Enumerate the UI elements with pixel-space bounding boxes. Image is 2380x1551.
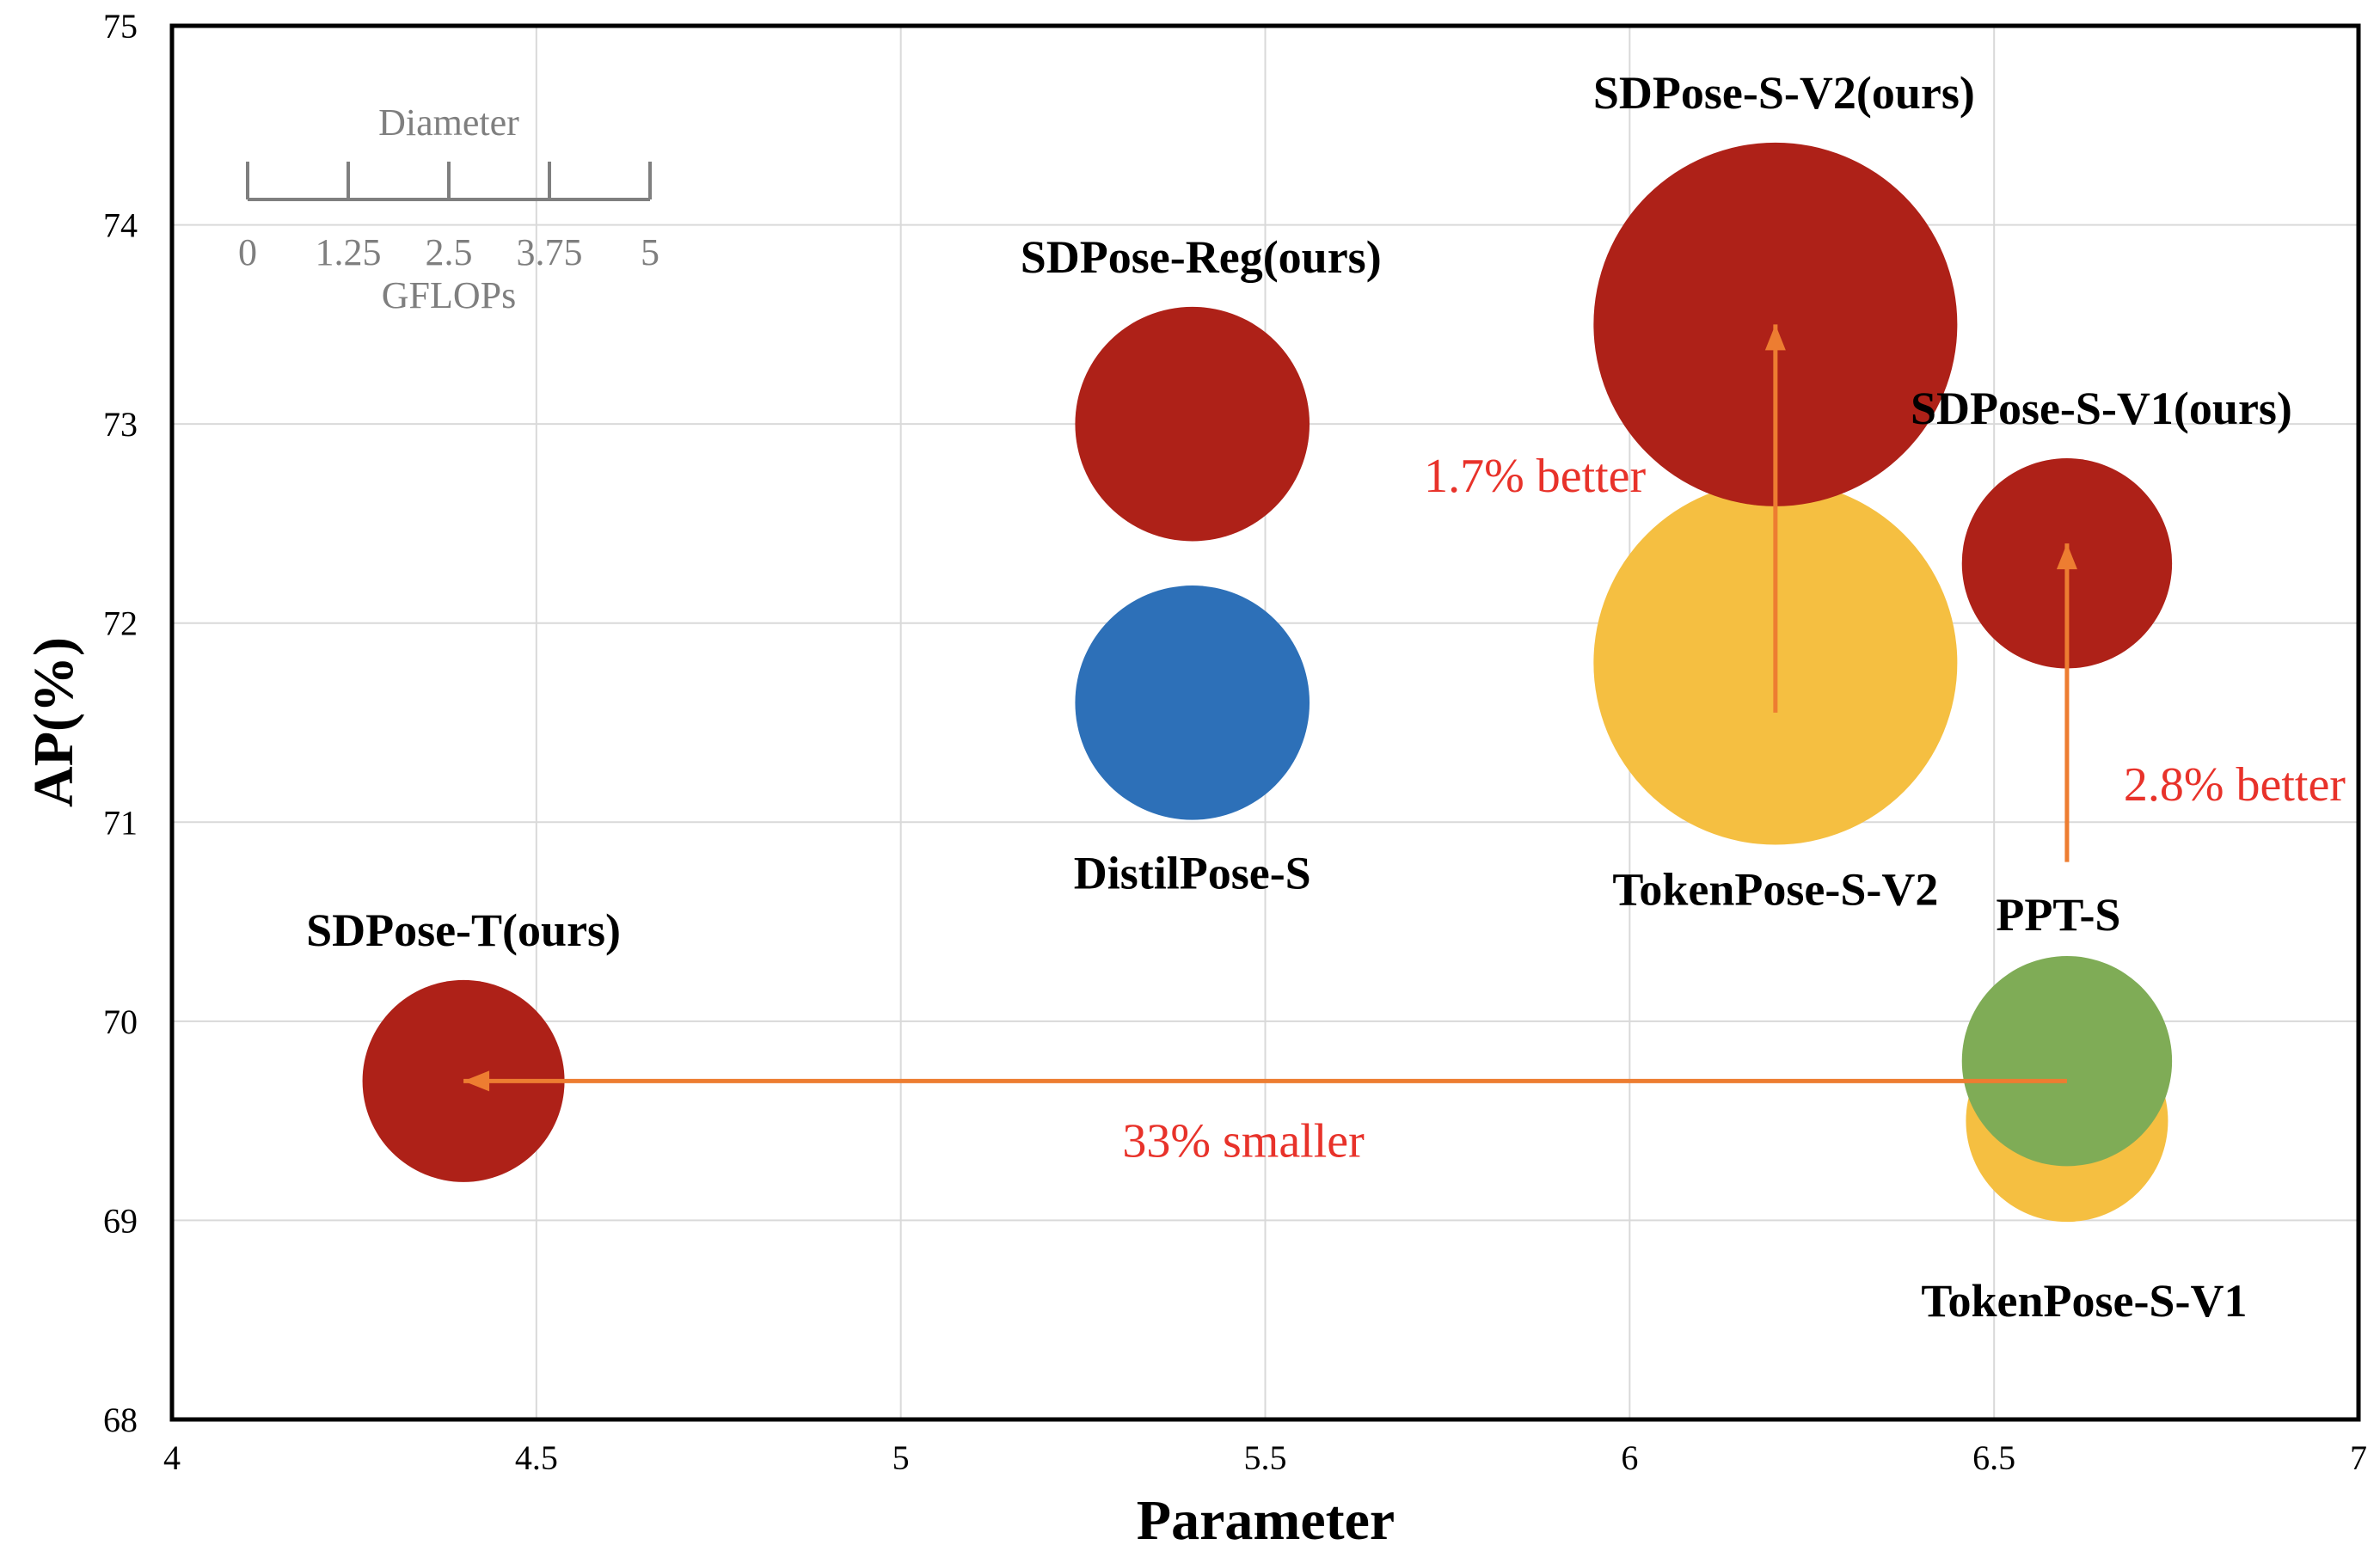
- legend-title: Diameter: [378, 101, 519, 144]
- annotation-arrowhead-1: [2056, 543, 2077, 570]
- annotation-arrows: 1.7% better 2.8% better 33% smaller: [463, 324, 2346, 1168]
- y-tick-label-1: 69: [103, 1201, 138, 1240]
- tick-labels: 4 4.5 5 5.5 6 6.5 7 68 69 70 71 72 73 74 75: [103, 7, 2367, 1477]
- x-tick-label-4: 6: [1621, 1438, 1638, 1477]
- y-tick-label-2: 70: [103, 1002, 138, 1041]
- x-tick-label-3: 5.5: [1244, 1438, 1287, 1477]
- x-tick-label-0: 4: [163, 1438, 181, 1477]
- x-tick-label-5: 6.5: [1972, 1438, 2015, 1477]
- size-legend: Diameter 0 1.25 2.5 3.75 5 GFLOPs: [238, 101, 659, 316]
- label-distilpose-s: DistilPose-S: [1074, 848, 1311, 899]
- legend-tick-label-2: 2.5: [426, 231, 473, 273]
- x-tick-label-1: 4.5: [515, 1438, 558, 1477]
- y-tick-label-4: 72: [103, 604, 138, 643]
- label-tokenpose-s-v2: TokenPose-S-V2: [1612, 864, 1938, 916]
- annotation-arrowhead-0: [1764, 324, 1786, 351]
- x-axis-title: Parameter: [1137, 1489, 1395, 1551]
- annotation-text-2: 33% smaller: [1122, 1114, 1365, 1168]
- annotation-text-1: 2.8% better: [2124, 758, 2346, 812]
- y-tick-label-0: 68: [103, 1401, 138, 1439]
- label-sdpose-s-v2-ours: SDPose-S-V2(ours): [1593, 67, 1975, 119]
- bubble-labels: TokenPose-S-V2 SDPose-S-V2(ours) TokenPose…: [306, 67, 2292, 1327]
- annotation-arrowhead-2: [463, 1070, 490, 1092]
- x-tick-label-6: 7: [2350, 1438, 2367, 1477]
- legend-tick-label-4: 5: [641, 231, 659, 273]
- label-tokenpose-s-v1: TokenPose-S-V1: [1921, 1275, 2247, 1327]
- legend-caption: GFLOPs: [382, 274, 517, 316]
- y-tick-label-5: 73: [103, 405, 138, 444]
- bubble-sdpose-reg-ours: [1075, 306, 1310, 542]
- y-tick-label-7: 75: [103, 7, 138, 46]
- label-sdpose-reg-ours: SDPose-Reg(ours): [1021, 231, 1382, 283]
- plot-frame: [169, 23, 2361, 1422]
- bubble-ppt-s: [1961, 955, 2173, 1167]
- legend-tick-label-1: 1.25: [316, 231, 382, 273]
- bubble-distilpose-s: [1075, 585, 1310, 820]
- annotation-text-0: 1.7% better: [1424, 450, 1646, 503]
- legend-tick-label-0: 0: [238, 231, 257, 273]
- label-sdpose-s-v1-ours: SDPose-S-V1(ours): [1911, 383, 2292, 434]
- legend-tick-label-3: 3.75: [517, 231, 583, 273]
- y-tick-label-3: 71: [103, 803, 138, 842]
- label-sdpose-t-ours: SDPose-T(ours): [306, 904, 621, 956]
- y-tick-label-6: 74: [103, 206, 138, 245]
- bubbles: [362, 142, 2173, 1223]
- y-axis-title: AP(%): [22, 637, 85, 807]
- x-tick-label-2: 5: [892, 1438, 910, 1477]
- label-ppt-s: PPT-S: [1996, 889, 2120, 941]
